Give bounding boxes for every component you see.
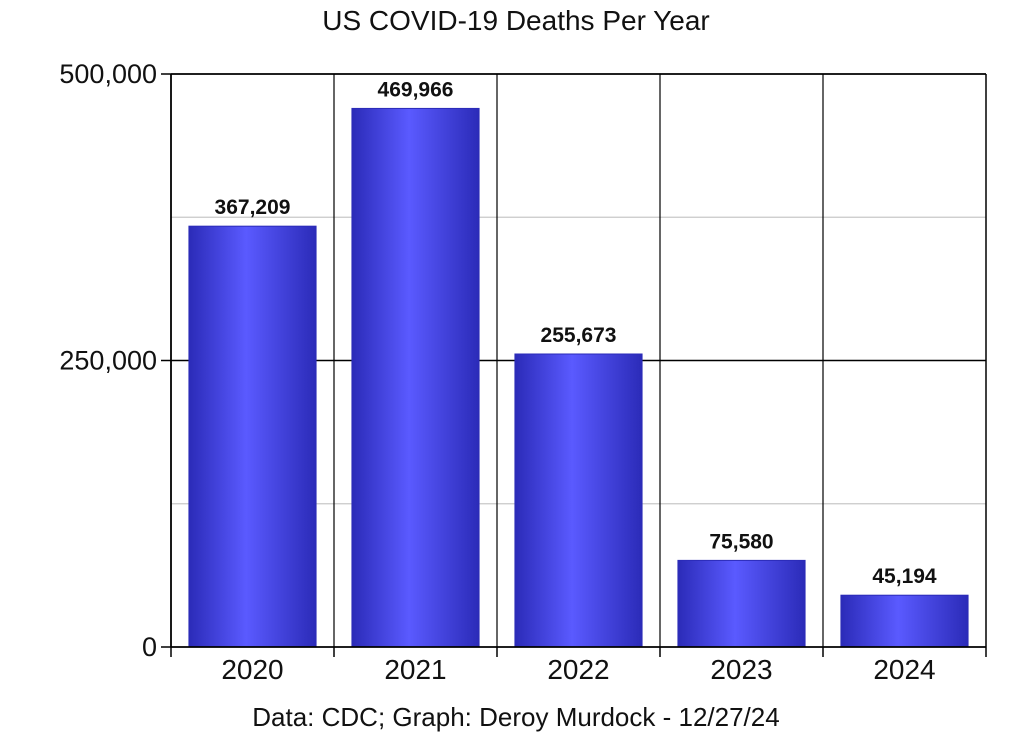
y-tick-label: 500,000: [59, 59, 157, 89]
x-tick-label-2021: 2021: [384, 654, 446, 685]
chart-caption: Data: CDC; Graph: Deroy Murdock - 12/27/…: [252, 702, 779, 732]
bar-2024: [840, 594, 969, 648]
bar-2021: [351, 107, 480, 648]
data-label-2024: 45,194: [872, 565, 937, 588]
x-tick-label-2023: 2023: [710, 654, 772, 685]
data-label-2023: 75,580: [709, 530, 773, 553]
chart-title: US COVID-19 Deaths Per Year: [322, 5, 710, 36]
y-tick-label: 0: [142, 632, 157, 662]
y-tick-label: 250,000: [59, 346, 157, 376]
bar-2020: [188, 225, 317, 648]
x-tick-label-2024: 2024: [873, 654, 935, 685]
labels-layer: 367,209 2020 469,966 2021 255,673 2022 75,580 2…: [59, 59, 937, 685]
data-label-2021: 469,966: [378, 78, 454, 101]
data-label-2020: 367,209: [215, 196, 291, 219]
x-tick-label-2020: 2020: [221, 654, 283, 685]
bars-layer: [188, 107, 969, 648]
axes-layer: [161, 73, 987, 657]
bar-2022: [514, 353, 643, 648]
x-tick-label-2022: 2022: [547, 654, 609, 685]
bar-2023: [677, 559, 806, 648]
data-label-2022: 255,673: [541, 324, 617, 347]
